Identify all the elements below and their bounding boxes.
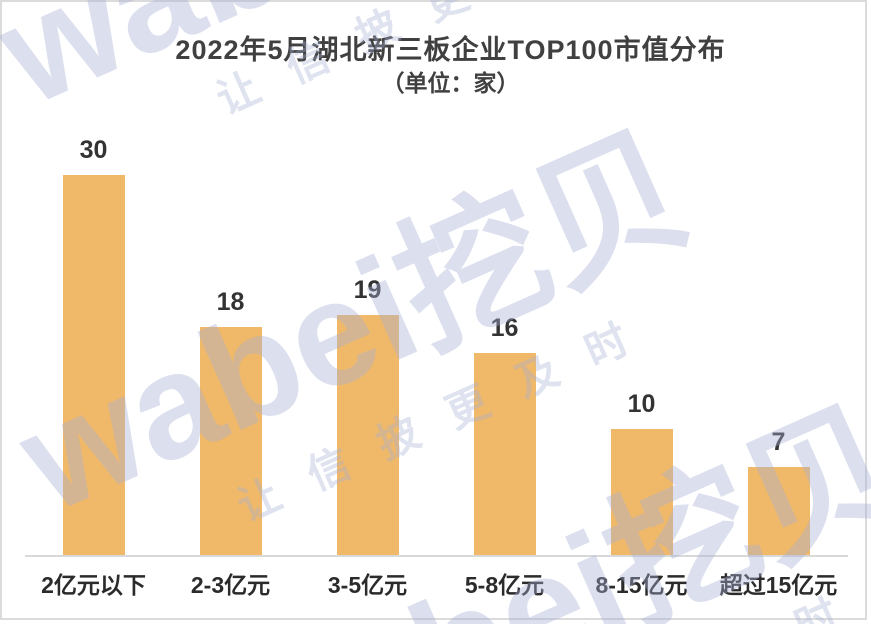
- bar: [62, 175, 125, 556]
- bar: [747, 467, 810, 556]
- bar-column: 10: [573, 0, 710, 556]
- x-axis-label: 5-8亿元: [464, 572, 545, 598]
- plot-area: 30 18 19 16 10 7: [25, 0, 847, 556]
- bar-value-label: 19: [353, 275, 382, 304]
- bar: [199, 327, 262, 556]
- bar-column: 19: [299, 0, 436, 556]
- bar: [473, 352, 536, 556]
- bar-column: 16: [436, 0, 573, 556]
- bar-value-label: 10: [627, 390, 656, 418]
- bar: [336, 314, 399, 556]
- x-axis-line: [25, 555, 848, 557]
- x-axis-label: 3-5亿元: [327, 572, 408, 598]
- bar-value-label: 30: [79, 136, 108, 164]
- x-axis-label: 2亿元以下: [41, 572, 146, 598]
- x-axis-label: 8-15亿元: [595, 572, 688, 598]
- bar-column: 30: [25, 0, 162, 556]
- chart-title: 2022年5月湖北新三板企业TOP100市值分布: [175, 35, 726, 65]
- bar-column: 18: [162, 0, 299, 556]
- bar-value-label: 16: [490, 313, 519, 342]
- x-axis-label: 超过15亿元: [719, 572, 838, 598]
- x-axis-label-row: 2亿元以下 2-3亿元 3-5亿元 5-8亿元 8-15亿元 超过15亿元: [25, 566, 847, 600]
- x-axis-label: 2-3亿元: [190, 572, 271, 598]
- chart-subtitle: （单位：家）: [381, 70, 520, 96]
- bar-value-label: 18: [216, 288, 245, 317]
- bar-column: 7: [710, 0, 847, 556]
- bar: [610, 429, 673, 556]
- bar-value-label: 7: [771, 428, 786, 457]
